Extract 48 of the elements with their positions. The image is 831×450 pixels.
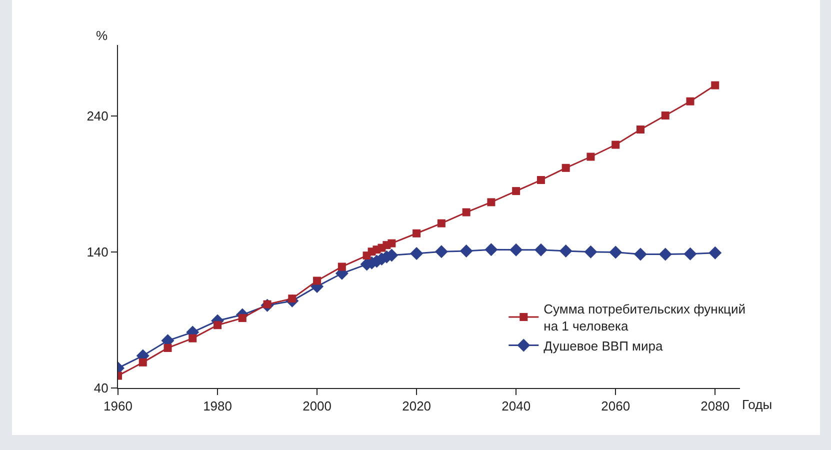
point <box>534 243 548 256</box>
point <box>462 208 470 216</box>
x-tick-label: 2060 <box>601 398 630 414</box>
x-tick-label: 1980 <box>203 398 232 414</box>
x-tick-label: 2080 <box>700 398 730 414</box>
point <box>634 248 647 261</box>
point <box>584 245 598 258</box>
point <box>484 243 498 256</box>
point <box>388 239 396 248</box>
point <box>510 243 523 256</box>
point <box>559 244 572 258</box>
point <box>434 245 448 258</box>
point <box>238 314 246 322</box>
point <box>661 112 670 120</box>
point <box>437 219 446 228</box>
point <box>188 334 197 342</box>
point <box>138 358 147 366</box>
point <box>586 152 595 161</box>
point <box>487 198 496 206</box>
y-tick-label: 40 <box>94 380 108 396</box>
point <box>708 246 722 260</box>
point <box>512 187 520 196</box>
point <box>412 229 421 238</box>
point <box>658 248 672 261</box>
point <box>214 321 222 330</box>
y-tick-label: 240 <box>86 108 108 124</box>
point <box>609 246 622 259</box>
x-tick-label: 1960 <box>104 398 132 414</box>
y-axis-title: % <box>96 28 108 43</box>
point <box>612 140 620 149</box>
x-tick-label: 2040 <box>502 398 531 414</box>
point <box>410 247 424 260</box>
x-tick-label: 2020 <box>402 398 432 414</box>
point <box>562 164 570 172</box>
x-tick-label: 2000 <box>302 398 332 414</box>
point <box>686 97 694 106</box>
point <box>684 247 697 260</box>
y-tick-label: 140 <box>86 244 108 260</box>
point <box>636 126 644 134</box>
point <box>313 276 322 285</box>
point <box>164 344 172 352</box>
point <box>460 244 473 258</box>
point <box>711 81 720 90</box>
x-axis-title: Годы <box>742 397 772 412</box>
point <box>536 176 545 184</box>
point <box>338 262 346 271</box>
legend-label: Душевое ВВП мира <box>544 338 664 354</box>
legend-label: Сумма потребительских функций на 1 человека <box>544 302 746 334</box>
